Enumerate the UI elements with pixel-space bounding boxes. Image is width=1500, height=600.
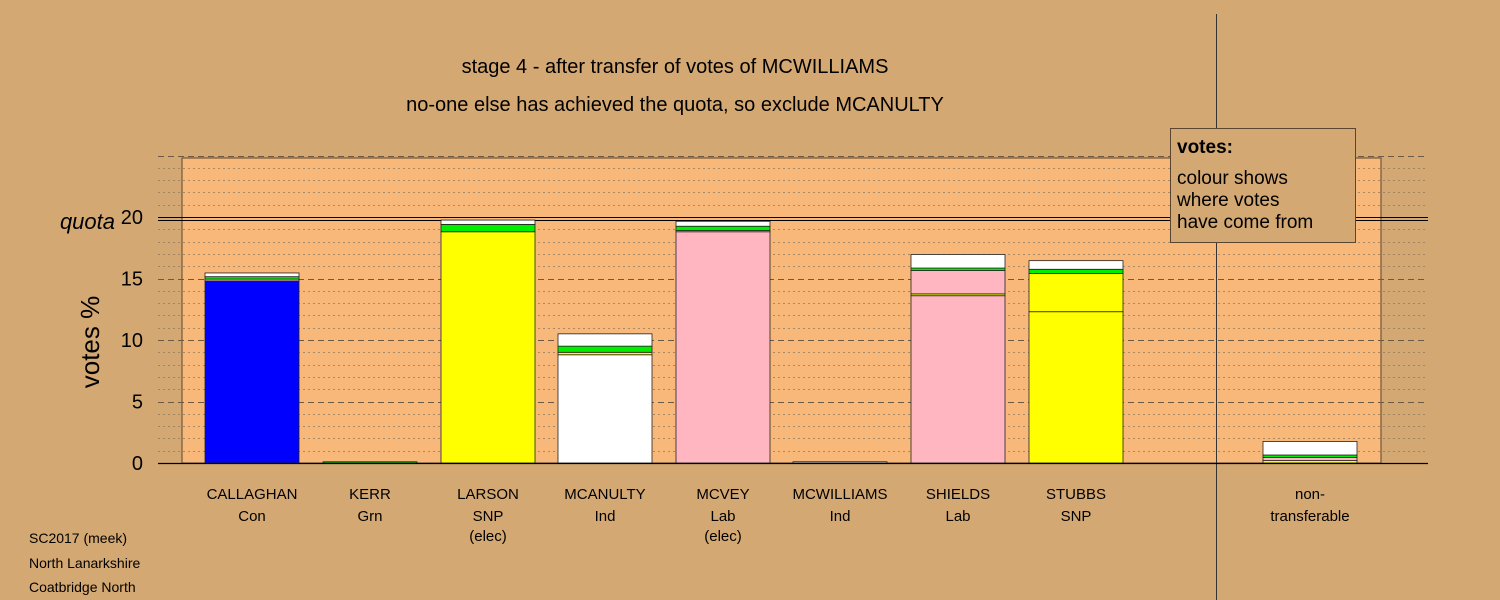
y-tick-label: 5: [132, 392, 143, 414]
legend-line-1: colour shows: [1177, 168, 1288, 189]
party-label: Ind: [595, 508, 616, 525]
bar-segment: [675, 220, 771, 227]
candidate-name-label: SHIELDS: [926, 486, 990, 503]
bar-segment: [675, 225, 771, 231]
candidate-name-label: CALLAGHAN: [207, 486, 298, 503]
legend-title: votes:: [1177, 137, 1233, 158]
bar-segment: [910, 254, 1006, 269]
bar-segment: [1028, 260, 1124, 270]
chart-title: stage 4 - after transfer of votes of MCW…: [462, 56, 889, 78]
elected-note-label: (elec): [469, 528, 507, 545]
y-tick-label: 15: [121, 269, 143, 291]
party-label: Grn: [357, 508, 382, 525]
bar-segment: [557, 333, 653, 347]
legend-box: votes: colour shows where votes have com…: [1170, 128, 1356, 243]
footer-election: SC2017 (meek): [29, 530, 128, 546]
bar-segment: [204, 272, 300, 278]
bar-segment: [204, 280, 300, 464]
bar-segment: [1028, 273, 1124, 313]
bar-segment: [910, 295, 1006, 464]
y-tick-label: 0: [132, 453, 143, 475]
bar-segment: [675, 231, 771, 464]
party-label: Lab: [710, 508, 735, 525]
bar-segment: [322, 461, 418, 464]
bar-segment: [792, 461, 888, 464]
bar-segment: [910, 270, 1006, 295]
bar-segment: [440, 219, 536, 225]
candidate-name-label: LARSON: [457, 486, 519, 503]
bar-segment: [557, 354, 653, 464]
party-label: SNP: [1061, 508, 1092, 525]
party-label: Con: [238, 508, 266, 525]
x-category-labels: CALLAGHAN Con KERR Grn LARSON SNP (elec) MCANUL…: [207, 486, 1106, 545]
nontransferable-label-line2: transferable: [1270, 508, 1349, 525]
bar-segment: [557, 345, 653, 353]
bar-segment: [440, 231, 536, 464]
candidate-name-label: STUBBS: [1046, 486, 1106, 503]
party-label: Ind: [830, 508, 851, 525]
legend-line-2: where votes: [1177, 190, 1280, 211]
y-tick-label: 20: [121, 207, 143, 229]
legend-line-3: have come from: [1177, 212, 1314, 233]
candidate-name-label: MCVEY: [696, 486, 749, 503]
elected-note-label: (elec): [704, 528, 742, 545]
party-label: Lab: [945, 508, 970, 525]
y-axis-label: votes %: [75, 296, 105, 389]
y-tick-labels: 0 5 10 15 20: [121, 207, 143, 475]
footer-ward: Coatbridge North: [29, 579, 136, 595]
chart-subtitle: no-one else has achieved the quota, so e…: [406, 94, 944, 116]
nontransferable-label-line1: non-: [1295, 486, 1325, 503]
bar-segment: [1262, 457, 1358, 461]
y-tick-label: 10: [121, 330, 143, 352]
party-label: SNP: [473, 508, 504, 525]
bar-segment: [1028, 268, 1124, 274]
bar-segment: [1262, 441, 1358, 456]
candidate-name-label: KERR: [349, 486, 391, 503]
candidate-name-label: MCWILLIAMS: [792, 486, 887, 503]
footer-council: North Lanarkshire: [29, 555, 141, 571]
candidate-name-label: MCANULTY: [564, 486, 645, 503]
bar-segment: [1028, 311, 1124, 464]
bar-segment: [440, 223, 536, 233]
bars-group: [204, 219, 1358, 464]
quota-label: quota: [60, 209, 115, 234]
